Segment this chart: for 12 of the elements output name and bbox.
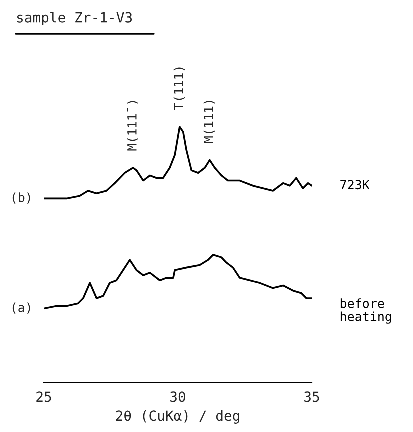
annotation: (b) [12,192,30,204]
x-tick-label: 25 [36,392,52,402]
annotation: M(111) [204,101,216,144]
text: 723K [340,180,370,190]
x-tick-label: 30 [170,392,186,402]
x-tick-label: 35 [304,392,320,402]
annotation: M(111̄) [127,101,138,151]
text: before heating [340,298,392,324]
x-axis-title: 2θ (CuKα) / deg [116,410,240,424]
annotation: (a) [12,302,30,314]
annotation: T(111) [174,68,186,110]
chart-title: sample Zr-1-V3 [17,12,132,26]
